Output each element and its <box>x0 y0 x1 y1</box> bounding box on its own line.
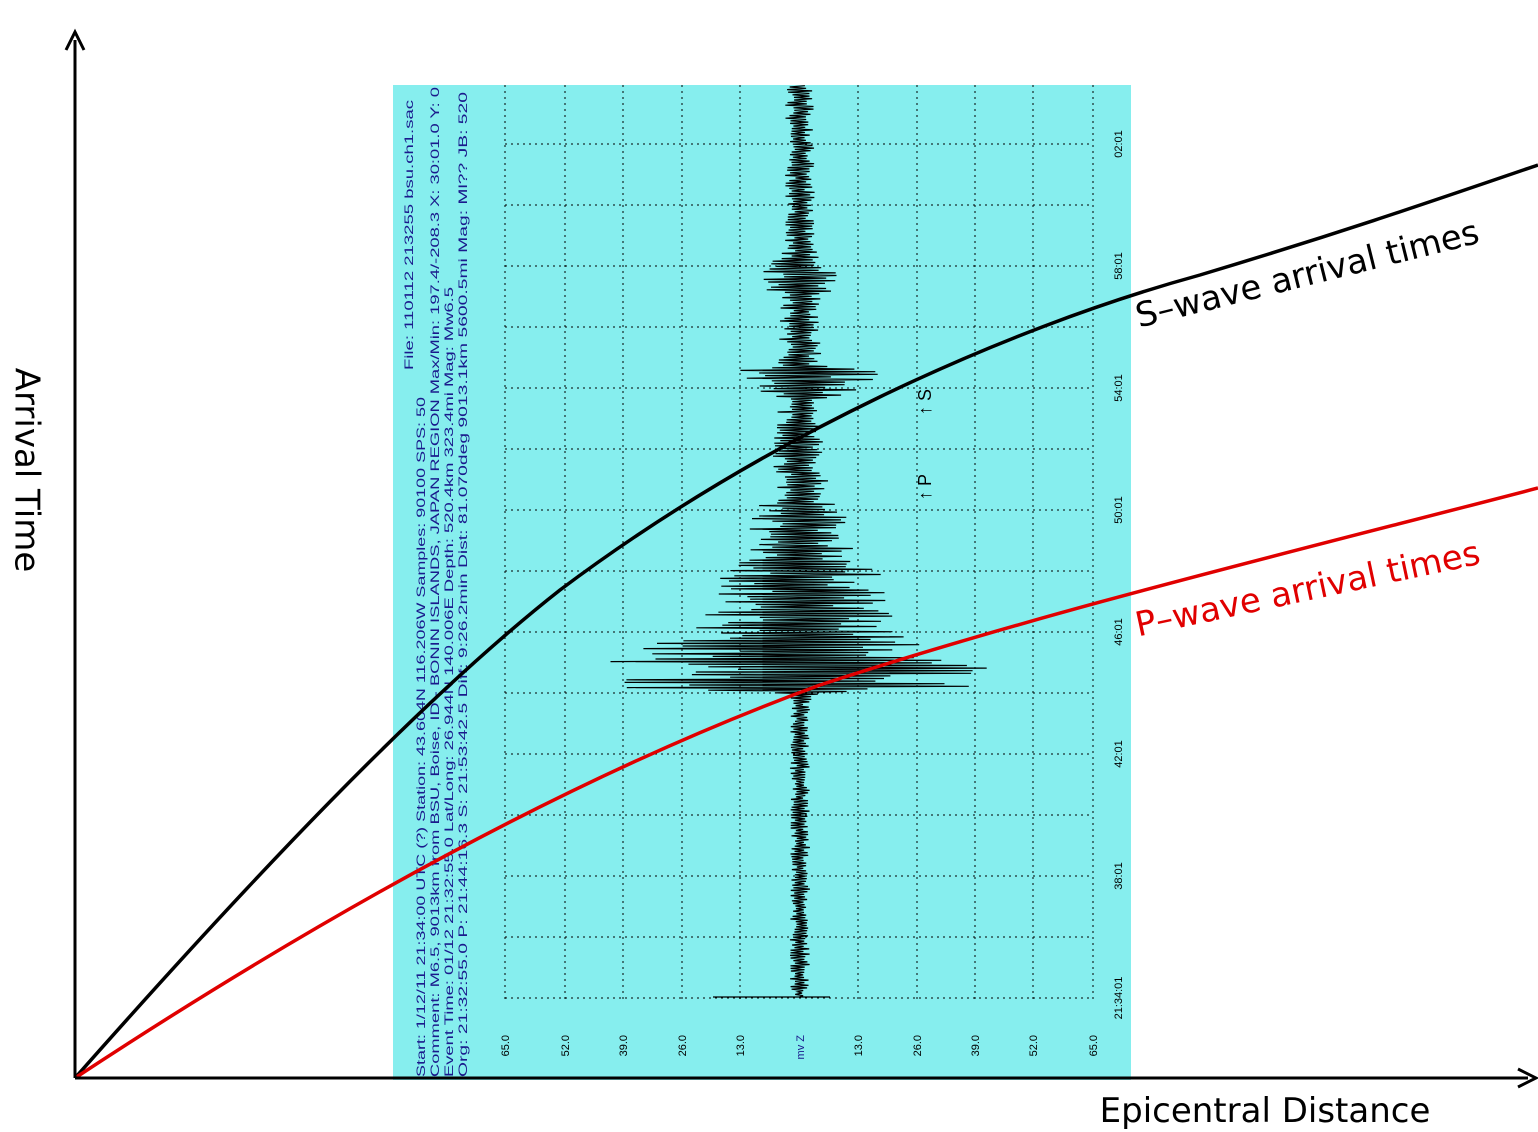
amplitude-label: 39.0 <box>618 1035 630 1056</box>
amplitude-label: 65.0 <box>1088 1035 1100 1056</box>
time-label: 46:01 <box>1113 618 1125 646</box>
header-line: Org: 21:32:55.0 P: 21:44:16.3 S: 21:53:4… <box>456 91 470 1077</box>
amplitude-label: 52.0 <box>560 1035 572 1056</box>
amplitude-label: 26.0 <box>677 1035 689 1056</box>
time-label: 02:01 <box>1113 130 1125 158</box>
time-label: 58:01 <box>1113 252 1125 280</box>
file-name: File: 110112 213255 bsu.ch1.sac <box>402 100 416 370</box>
diagram: Start: 1/12/11 21:34:00 UTC (?) Station:… <box>0 0 1538 1132</box>
time-label: 54:01 <box>1113 374 1125 402</box>
time-label: 21:34:01 <box>1113 977 1125 1020</box>
s-marker: ↑ S <box>915 389 935 415</box>
amplitude-label: 13.0 <box>735 1035 747 1056</box>
header-line: Start: 1/12/11 21:34:00 UTC (?) Station:… <box>414 397 428 1077</box>
amplitude-label: 52.0 <box>1028 1035 1040 1056</box>
header-line: Comment: M6.5, 9013km from BSU, Boise, I… <box>428 87 442 1077</box>
amplitude-label: mv Z <box>795 1035 807 1060</box>
amplitude-label: 26.0 <box>912 1035 924 1056</box>
p-wave-label: P–wave arrival times <box>1132 533 1484 645</box>
x-axis-label: Epicentral Distance <box>1100 1091 1431 1131</box>
amplitude-label: 65.0 <box>500 1035 512 1056</box>
time-label: 42:01 <box>1113 740 1125 768</box>
seismogram-background <box>393 85 1131 1080</box>
time-label: 38:01 <box>1113 862 1125 890</box>
s-wave-label: S–wave arrival times <box>1132 212 1484 336</box>
time-label: 50:01 <box>1113 496 1125 524</box>
amplitude-label: 39.0 <box>970 1035 982 1056</box>
y-axis-label: Arrival Time <box>7 368 47 572</box>
amplitude-label: 13.0 <box>853 1035 865 1056</box>
p-marker: ↑ P <box>915 474 935 500</box>
